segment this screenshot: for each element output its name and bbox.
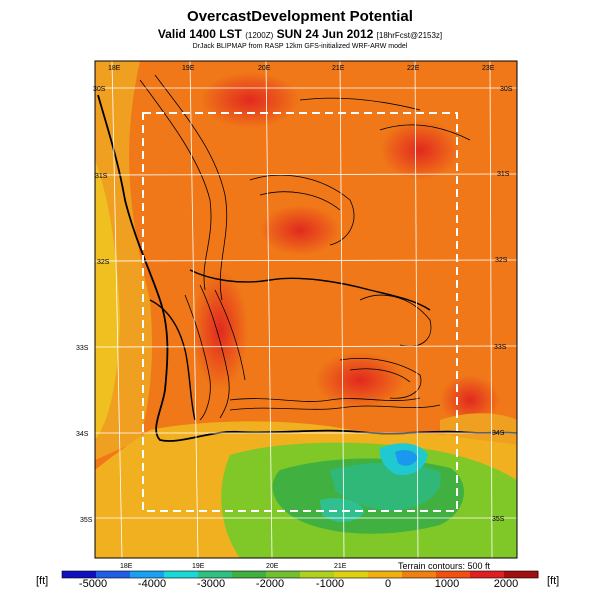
colorbar-segment: [334, 571, 369, 578]
valid-time: Valid 1400 LST (1200Z) SUN 24 Jun 2012 […: [0, 27, 600, 41]
colorbar-segment: [62, 571, 97, 578]
colorbar-segment: [198, 571, 233, 578]
colorbar-segment: [402, 571, 437, 578]
lon-label-top-23e: 23E: [482, 65, 495, 72]
colorbar-segment: [96, 571, 131, 578]
lon-label-bottom-19e: 19E: [192, 563, 205, 570]
colorbar-tick-minus-4000: -4000: [137, 578, 167, 590]
colorbar-unit-right: [ft]: [547, 575, 560, 587]
colorbar-tick-minus-2000: -2000: [255, 578, 285, 590]
lat-label-right-30s: 30S: [500, 86, 513, 93]
lon-label-bottom-18e: 18E: [120, 563, 133, 570]
lon-label-top-19e: 19E: [182, 65, 195, 72]
terrain-contour-note: Terrain contours: 500 ft: [398, 561, 491, 571]
lat-label-left-32s: 32S: [97, 259, 110, 266]
lon-label-top-20e: 20E: [258, 65, 271, 72]
graticule: [95, 61, 517, 558]
valid-time-date: SUN 24 Jun 2012: [276, 27, 374, 41]
inner-domain-box: [142, 112, 458, 512]
map-fill: [95, 61, 517, 558]
colorbar-segment: [232, 571, 267, 578]
terrain-contours: [139, 74, 471, 421]
lat-label-right-33s: 33S: [494, 344, 507, 351]
colorbar-segment: [368, 571, 403, 578]
colorbar-segment: [300, 571, 335, 578]
colorbar-segment: [130, 571, 165, 578]
lat-label-left-31s: 31S: [95, 173, 108, 180]
coastline: [97, 94, 517, 442]
colorbar-tick-2000: 2000: [493, 578, 519, 590]
lat-label-left-34s: 34S: [76, 431, 89, 438]
colorbar-tick-minus-1000: -1000: [315, 578, 345, 590]
lat-label-left-30s: 30S: [93, 86, 106, 93]
lon-label-bottom-21e: 21E: [334, 563, 347, 570]
colorbar-tick-minus-5000: -5000: [78, 578, 108, 590]
forecast-run: [18hrFcst@2153z]: [376, 31, 443, 40]
lat-label-right-31s: 31S: [497, 171, 510, 178]
colorbar-tick-minus-3000: -3000: [196, 578, 226, 590]
colorbar-segment: [436, 571, 471, 578]
colorbar: [62, 571, 539, 578]
colorbar-segment: [164, 571, 199, 578]
lat-label-right-34s: 34S: [492, 430, 505, 437]
colorbar-segment: [470, 571, 505, 578]
map-frame: [94, 60, 518, 559]
lat-label-right-35s: 35S: [492, 516, 505, 523]
colorbar-segment: [266, 571, 301, 578]
page-title: OvercastDevelopment Potential: [187, 8, 413, 25]
lon-label-top-21e: 21E: [332, 65, 345, 72]
colorbar-segment: [504, 571, 539, 578]
colorbar-unit-left: [ft]: [36, 575, 49, 587]
colorbar-tick-0: 0: [384, 578, 392, 590]
lon-label-top-22e: 22E: [407, 65, 420, 72]
colorbar-tick-1000: 1000: [434, 578, 460, 590]
lat-label-left-33s: 33S: [76, 345, 89, 352]
valid-time-utc: (1200Z): [245, 31, 274, 40]
lat-label-left-35s: 35S: [80, 517, 93, 524]
model-credit: DrJack BLIPMAP from RASP 12km GFS-initia…: [192, 43, 408, 50]
lon-label-top-18e: 18E: [108, 65, 121, 72]
lat-label-right-32s: 32S: [495, 257, 508, 264]
valid-time-main: Valid 1400 LST: [157, 27, 242, 41]
lon-label-bottom-20e: 20E: [266, 563, 279, 570]
